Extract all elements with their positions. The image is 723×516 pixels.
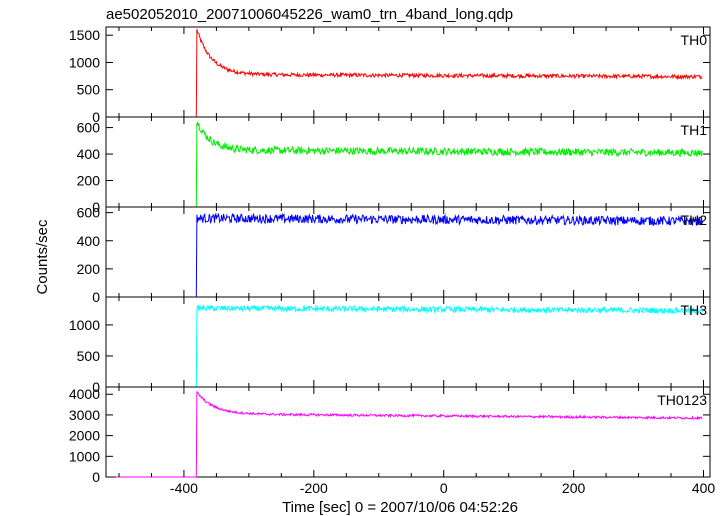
panel-label-TH3: TH3 — [681, 302, 708, 318]
y-axis-label: Counts/sec — [34, 219, 51, 295]
x-axis-label: Time [sec] 0 = 2007/10/06 04:52:26 — [282, 499, 518, 516]
series-line-TH1 — [115, 121, 703, 208]
y-tick-label-TH0: 1500 — [69, 27, 100, 43]
panel-frame-TH0123 — [105, 386, 711, 478]
y-tick-label-TH1: 600 — [77, 120, 101, 136]
panel-label-TH0: TH0 — [681, 32, 708, 48]
y-tick-label-TH3: 1000 — [69, 317, 100, 333]
panel-label-TH0123: TH0123 — [657, 392, 707, 408]
y-tick-label-TH2: 0 — [92, 289, 100, 305]
series-line-TH0 — [115, 28, 703, 118]
y-tick-label-TH3: 0 — [92, 379, 100, 395]
y-tick-label-TH3: 500 — [77, 348, 101, 364]
x-tick-label: 400 — [692, 480, 716, 496]
series-line-TH2 — [115, 212, 703, 298]
y-tick-label-TH1: 400 — [77, 146, 101, 162]
x-tick-label: 200 — [562, 480, 586, 496]
x-tick-label: -200 — [300, 480, 328, 496]
y-tick-label-TH2: 600 — [77, 205, 101, 221]
panels-group: 0 500 1000 1500 TH0 0 200 400 600 TH1 0 200 400 600 TH… — [69, 26, 716, 496]
x-tick-label: 0 — [440, 480, 448, 496]
y-tick-label-TH0: 0 — [92, 109, 100, 125]
chart-title: ae502052010_20071006045226_wam0_trn_4ban… — [106, 6, 513, 23]
y-tick-label-TH2: 400 — [77, 233, 101, 249]
panel-label-TH2: TH2 — [681, 212, 708, 228]
y-tick-label-TH2: 200 — [77, 261, 101, 277]
y-tick-label-TH1: 200 — [77, 173, 101, 189]
series-line-TH0123 — [115, 391, 703, 478]
series-line-TH3 — [115, 303, 703, 388]
panel-label-TH1: TH1 — [681, 122, 708, 138]
y-tick-label-TH0: 1000 — [69, 54, 100, 70]
y-tick-label-TH1: 0 — [92, 199, 100, 215]
y-tick-label-TH0123: 2000 — [69, 428, 100, 444]
y-tick-label-TH0123: 4000 — [69, 386, 100, 402]
y-tick-label-TH0123: 3000 — [69, 407, 100, 423]
y-tick-label-TH0: 500 — [77, 82, 101, 98]
x-tick-label: -400 — [170, 480, 198, 496]
y-tick-label-TH0123: 0 — [92, 469, 100, 485]
y-tick-label-TH0123: 1000 — [69, 448, 100, 464]
